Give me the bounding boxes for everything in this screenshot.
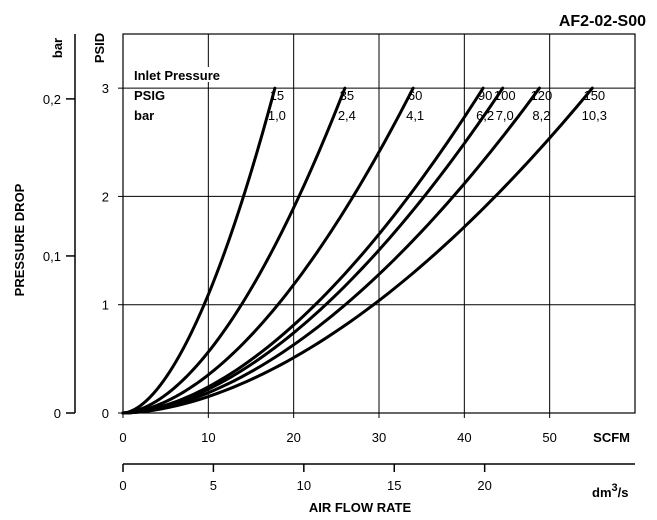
tick-label-y-3: 3 [102, 81, 109, 96]
tick-label-bar-0,2: 0,2 [43, 92, 61, 107]
chart-title: AF2-02-S00 [559, 13, 646, 30]
tick-label-y-2: 2 [102, 189, 109, 204]
tick-label-dm3s-0: 0 [119, 478, 126, 493]
bar-ticks: 0 0,1 0,2 [43, 92, 75, 421]
scfm-axis-unit: SCFM [593, 430, 630, 445]
legend-title-backdrop [130, 67, 252, 82]
curve-120-psig [121, 86, 541, 415]
curve-60-psig [121, 86, 415, 415]
psid-axis-unit: PSID [92, 33, 107, 63]
curve-150-psig [121, 86, 594, 415]
bar-axis-unit: bar [50, 38, 65, 58]
legend-psig-label: PSIG [134, 88, 165, 103]
tick-label-y-0: 0 [102, 406, 109, 421]
curve-90-psig [121, 86, 485, 415]
tick-label-x-50: 50 [542, 430, 556, 445]
tick-label-dm3s-5: 5 [210, 478, 217, 493]
tick-label-x-30: 30 [372, 430, 386, 445]
x-axis-title: AIR FLOW RATE [309, 500, 412, 515]
pressure-curves [121, 86, 594, 415]
series-label-bar-100: 7,0 [496, 108, 514, 123]
legend-bar-label: bar [134, 108, 154, 123]
tick-label-bar-0,1: 0,1 [43, 249, 61, 264]
tick-label-dm3s-20: 20 [477, 478, 491, 493]
tick-label-x-10: 10 [201, 430, 215, 445]
dm3s-axis-unit: dm3/s [592, 482, 628, 500]
series-label-bar-35: 2,4 [338, 108, 356, 123]
tick-label-x-20: 20 [286, 430, 300, 445]
tick-label-bar-0: 0 [54, 406, 61, 421]
tick-label-x-0: 0 [119, 430, 126, 445]
series-label-bar-60: 4,1 [406, 108, 424, 123]
curve-35-psig [121, 86, 347, 415]
legend-title: Inlet Pressure [134, 68, 220, 83]
horizontal-gridlines [123, 87, 635, 306]
curve-100-psig [121, 86, 505, 415]
series-label-bar-150: 10,3 [582, 108, 607, 123]
curve-15-psig [121, 86, 277, 415]
tick-label-x-40: 40 [457, 430, 471, 445]
scfm-tick-labels: 0 10 20 30 40 50 [119, 413, 557, 445]
tick-label-y-1: 1 [102, 298, 109, 313]
dm3s-ticks: 0 5 10 15 20 [119, 464, 492, 493]
psid-tick-labels: 0 1 2 3 [102, 81, 123, 421]
y-axis-title: PRESSURE DROP [12, 183, 27, 296]
tick-label-dm3s-10: 10 [297, 478, 311, 493]
series-label-bar-120: 8,2 [532, 108, 550, 123]
tick-label-dm3s-15: 15 [387, 478, 401, 493]
series-label-bar-15: 1,0 [268, 108, 286, 123]
